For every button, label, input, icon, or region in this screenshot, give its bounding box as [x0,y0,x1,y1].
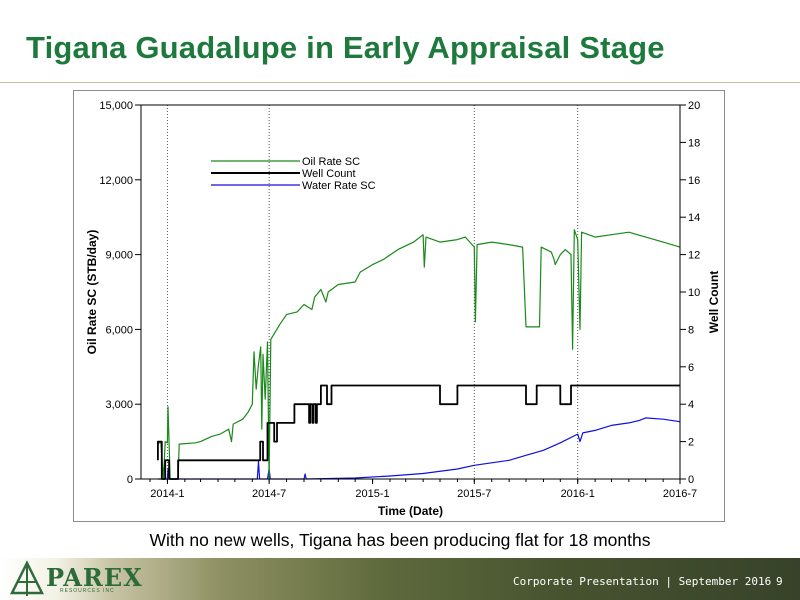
production-chart: Time (Date) Oil Rate SC (STB/day) Well C… [73,90,725,522]
x-tick-label: 2015-1 [355,488,389,500]
y-right-tick-label: 2 [688,437,694,449]
x-tick-label: 2015-7 [457,488,491,500]
y-right-tick-label: 16 [688,175,700,187]
footer-bar: PAREX RESOURCES INC Corporate Presentati… [0,558,800,600]
legend-label-water: Water Rate SC [302,180,376,192]
x-tick-label: 2014-1 [150,488,184,500]
y-right-tick-label: 8 [688,324,694,336]
chart-svg: Time (Date) Oil Rate SC (STB/day) Well C… [85,100,721,518]
page-number: 9 [776,575,783,588]
y-left-tick-label: 9,000 [105,250,133,262]
logo-wordmark: PAREX [46,563,143,592]
parex-logo-icon [9,560,45,596]
y-right-tick-label: 10 [688,287,700,299]
y-left-tick-label: 12,000 [99,175,133,187]
data-series [157,229,681,480]
slide-subtitle: With no new wells, Tigana has been produ… [149,530,651,550]
x-axis-label: Time (Date) [378,504,443,518]
gridlines [166,105,579,479]
y-right-tick-label: 20 [688,100,700,112]
x-tick-label: 2016-7 [663,488,697,500]
axes: Time (Date) Oil Rate SC (STB/day) Well C… [85,100,721,518]
slide-title: Tigana Guadalupe in Early Appraisal Stag… [26,30,665,65]
legend-label-oil: Oil Rate SC [302,156,360,168]
y-axis-left-label: Oil Rate SC (STB/day) [85,230,99,355]
title-divider [0,82,800,83]
y-left-tick-label: 15,000 [99,100,133,112]
y-right-tick-label: 0 [688,474,694,486]
y-left-tick-label: 0 [127,474,133,486]
logo-subtext: RESOURCES INC [60,588,115,594]
x-tick-label: 2016-1 [561,488,595,500]
y-left-tick-label: 3,000 [105,399,133,411]
series-line-water [157,417,681,480]
y-right-tick-label: 4 [688,399,694,411]
series-line-oil [157,229,681,480]
x-tick-label: 2014-7 [252,488,286,500]
y-right-tick-label: 6 [688,362,694,374]
y-right-tick-label: 14 [688,212,700,224]
legend-label-wells: Well Count [302,168,356,180]
y-axis-right-label: Well Count [707,271,721,333]
y-right-tick-label: 12 [688,250,700,262]
legend: Oil Rate SC Well Count Water Rate SC [211,156,376,192]
footer-caption: Corporate Presentation | September 2016 [513,575,772,588]
y-left-tick-label: 6,000 [105,324,133,336]
series-line-wells [157,384,680,480]
y-right-tick-label: 18 [688,137,700,149]
